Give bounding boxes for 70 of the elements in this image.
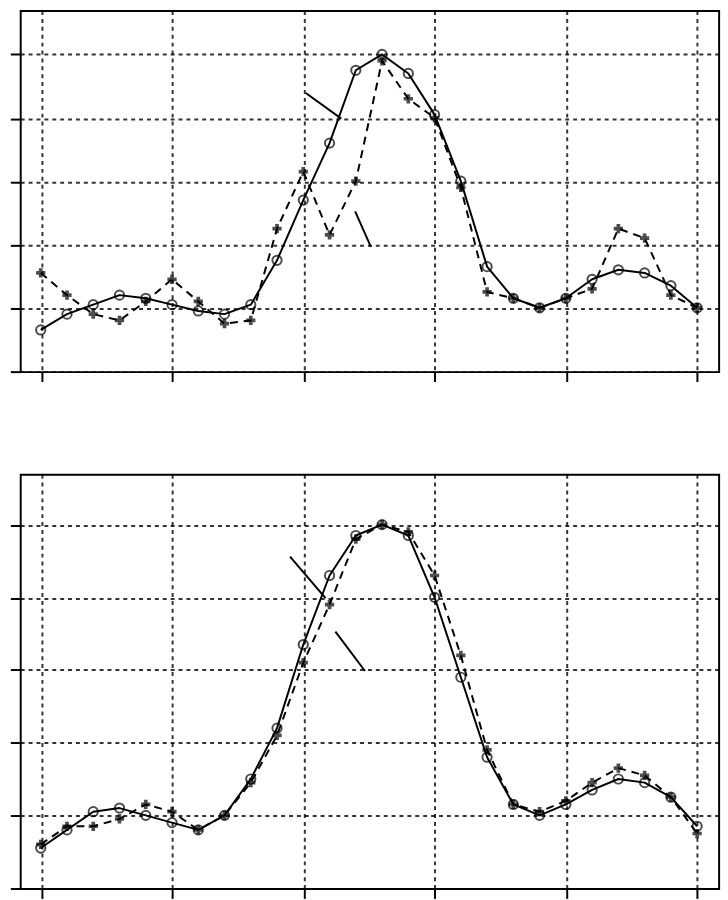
point <box>587 284 597 294</box>
point <box>692 828 702 839</box>
point <box>350 64 362 76</box>
point <box>61 308 73 320</box>
point <box>639 267 651 279</box>
point <box>166 299 178 311</box>
point <box>271 254 283 266</box>
point <box>113 802 126 814</box>
point <box>403 527 413 537</box>
point <box>193 296 203 307</box>
point <box>586 784 598 796</box>
point <box>324 230 335 240</box>
point <box>246 778 256 788</box>
point <box>62 290 72 300</box>
point <box>586 273 598 285</box>
point <box>141 799 151 810</box>
point <box>481 261 493 273</box>
point <box>639 777 651 789</box>
point <box>482 745 492 755</box>
point <box>560 798 572 811</box>
point <box>612 773 624 785</box>
point <box>376 48 388 61</box>
point <box>613 763 623 773</box>
point <box>666 290 676 300</box>
point <box>323 137 336 149</box>
point <box>350 529 362 542</box>
point <box>561 796 571 806</box>
point <box>297 638 309 651</box>
point <box>351 534 361 544</box>
point <box>88 309 98 319</box>
point <box>87 299 99 311</box>
point <box>271 722 283 734</box>
point <box>245 299 257 311</box>
point <box>192 305 204 317</box>
point <box>351 176 361 186</box>
point <box>166 817 178 829</box>
point <box>323 569 336 582</box>
point <box>272 730 282 741</box>
point <box>298 658 308 668</box>
point <box>245 773 257 785</box>
point <box>481 751 493 763</box>
point <box>87 806 99 818</box>
point <box>167 274 177 284</box>
point <box>140 809 152 821</box>
point <box>455 671 467 683</box>
point <box>587 778 597 788</box>
point <box>114 814 125 824</box>
point <box>665 280 677 292</box>
point <box>402 67 414 80</box>
point <box>218 308 231 320</box>
point <box>88 821 98 831</box>
point <box>456 182 466 193</box>
point <box>403 94 413 104</box>
point <box>428 591 441 603</box>
point <box>297 194 309 206</box>
point <box>167 807 177 817</box>
point <box>402 529 414 542</box>
point <box>113 289 126 301</box>
point <box>377 56 387 66</box>
point <box>62 821 72 831</box>
point <box>272 224 282 234</box>
point <box>455 175 467 187</box>
point <box>456 650 466 661</box>
point <box>612 264 624 276</box>
point <box>639 233 650 243</box>
point <box>61 824 73 836</box>
point <box>36 268 46 278</box>
point <box>482 287 492 297</box>
point <box>246 315 256 326</box>
point <box>298 166 308 177</box>
